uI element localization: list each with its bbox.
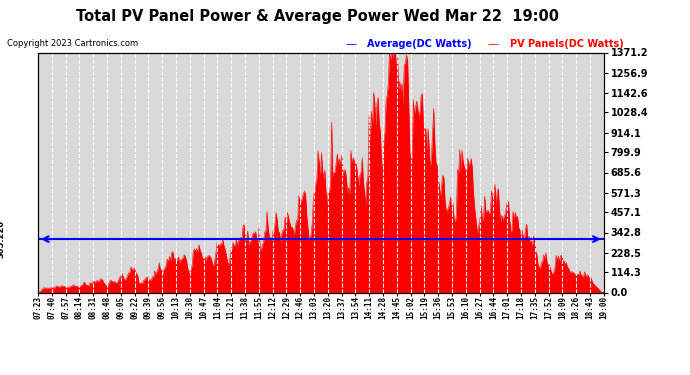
Text: 305.220: 305.220 xyxy=(0,220,6,258)
Text: PV Panels(DC Watts): PV Panels(DC Watts) xyxy=(510,39,624,50)
Text: Copyright 2023 Cartronics.com: Copyright 2023 Cartronics.com xyxy=(7,39,138,48)
Text: —: — xyxy=(345,39,356,50)
Text: —: — xyxy=(488,39,499,50)
Text: Total PV Panel Power & Average Power Wed Mar 22  19:00: Total PV Panel Power & Average Power Wed… xyxy=(76,9,559,24)
Text: Average(DC Watts): Average(DC Watts) xyxy=(367,39,472,50)
